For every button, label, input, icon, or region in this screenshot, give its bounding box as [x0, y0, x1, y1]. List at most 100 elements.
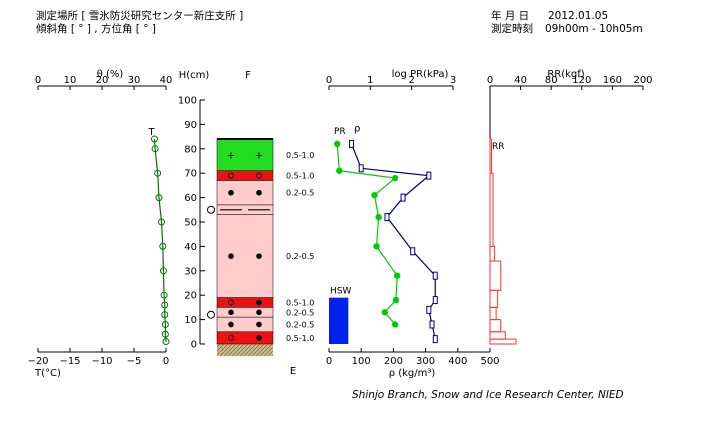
height-tick-label: 0: [191, 340, 197, 351]
rr-step: [489, 260, 502, 291]
snow-layer: [216, 307, 274, 318]
density-point: [432, 335, 438, 344]
temperature-point: [150, 135, 158, 143]
height-tick-label: 20: [184, 291, 197, 302]
date-label: 年 月 日: [491, 10, 530, 22]
grain-symbol: [228, 253, 234, 259]
hardness-label: 0.2-0.5: [286, 308, 314, 317]
snow-layer: [216, 316, 274, 333]
rr-step: [489, 172, 494, 247]
grain-symbol: [256, 321, 262, 328]
grain-symbol: [256, 309, 262, 316]
grain-symbol: [256, 335, 262, 341]
temp-bottom-tick-label: −5: [127, 356, 142, 367]
pr-point: [394, 272, 401, 279]
pr-point: [371, 191, 378, 199]
pit-top-label: F: [245, 70, 251, 81]
density-point: [349, 139, 355, 148]
grain-symbol: [228, 189, 234, 196]
temperature-point: [154, 169, 162, 177]
hardness-label: 0.2-0.5: [286, 320, 314, 329]
temperature-point: [160, 291, 168, 299]
rr-top-tick-label: 0: [487, 75, 493, 86]
rr-top-tick-label: 80: [545, 75, 558, 86]
snow-layer: [216, 170, 274, 181]
rr-step: [489, 338, 517, 345]
height-tick-label: 30: [184, 266, 197, 277]
rr-step: [489, 306, 497, 321]
density-point: [432, 271, 438, 280]
snow-layer: [216, 331, 274, 345]
height-tick-label: 100: [178, 96, 197, 107]
hardness-label: 0.5-1.0: [286, 151, 314, 160]
density-point: [358, 164, 364, 173]
pit-bottom-label: E: [290, 366, 296, 377]
grain-symbol: [256, 189, 262, 196]
density-point: [429, 320, 435, 329]
temperature-point: [162, 338, 170, 346]
grain-symbol: [228, 172, 234, 179]
temp-bottom-tick-label: −10: [91, 356, 112, 367]
interface-marker: [207, 310, 215, 319]
slope-aspect-angles: 傾斜角 [ ° ] , 方位角 [ ° ]: [36, 23, 156, 35]
snow-layer: [216, 214, 274, 298]
rr-step: [489, 245, 496, 262]
height-tick-label: 10: [184, 315, 197, 326]
density-point: [432, 296, 438, 305]
pr-point: [334, 140, 341, 148]
density-bottom-tick-label: 200: [384, 356, 403, 367]
height-tick-label: 40: [184, 242, 197, 253]
hardness-label: 0.5-1.0: [286, 299, 314, 308]
hardness-label: 0.2-0.5: [286, 252, 314, 261]
density-point: [400, 193, 406, 202]
measurement-location: 測定場所 [ 雪氷防災研究センター新庄支所 ]: [36, 10, 244, 22]
pr-top-tick-label: 2: [408, 75, 414, 86]
temperature-line: [153, 139, 167, 342]
temp-top-tick-label: 10: [64, 75, 77, 86]
snow-layer: [216, 138, 274, 172]
temperature-marker-label: T: [147, 127, 155, 138]
rr-top-tick-label: 160: [603, 75, 622, 86]
rr-top-tick-label: 40: [514, 75, 527, 86]
density-bottom-tick-label: 100: [352, 356, 371, 367]
temp-bottom-axis-title: T(°C): [34, 368, 61, 379]
temperature-point: [161, 320, 169, 328]
temp-bottom-tick-label: −15: [59, 356, 80, 367]
grain-symbol: +: [255, 150, 263, 161]
snow-layer: [216, 297, 274, 308]
temp-top-tick-label: 0: [35, 75, 41, 86]
density-bottom-tick-label: 400: [448, 356, 467, 367]
height-tick-label: 80: [184, 144, 197, 155]
temperature-point: [161, 311, 169, 319]
height-tick-label: 60: [184, 193, 197, 204]
temperature-point: [161, 301, 169, 309]
hsw-label: HSW: [330, 287, 351, 297]
density-point: [410, 247, 416, 256]
time-label: 測定時刻: [491, 23, 533, 35]
rr-step: [489, 331, 506, 340]
grain-symbol: [256, 299, 262, 306]
grain-symbol: [228, 299, 234, 306]
density-point: [426, 171, 432, 180]
temp-top-tick-label: 40: [160, 75, 173, 86]
footer-credit: Shinjo Branch, Snow and Ice Research Cen…: [352, 389, 624, 401]
hardness-label: 0.5-1.0: [286, 172, 314, 181]
pr-top-axis-title: log PR(kPa): [392, 69, 449, 80]
temperature-point: [155, 194, 163, 202]
pr-point: [373, 243, 380, 250]
grain-symbol: [228, 321, 234, 328]
density-bottom-axis-title: ρ (kg/m³): [389, 368, 436, 379]
density-series-label: ρ: [354, 124, 360, 135]
density-bottom-tick-label: 500: [480, 356, 499, 367]
height-tick-label: 70: [184, 169, 197, 180]
date-value: 2012.01.05: [548, 10, 609, 22]
density-bottom-tick-label: 300: [416, 356, 435, 367]
height-tick-label: 90: [184, 120, 197, 131]
temperature-point: [151, 145, 159, 153]
pr-point: [375, 213, 382, 221]
rr-top-tick-label: 120: [572, 75, 591, 86]
pr-point: [391, 174, 399, 182]
temp-top-tick-label: 20: [96, 75, 109, 86]
hardness-label: 0.5-1.0: [286, 334, 314, 343]
